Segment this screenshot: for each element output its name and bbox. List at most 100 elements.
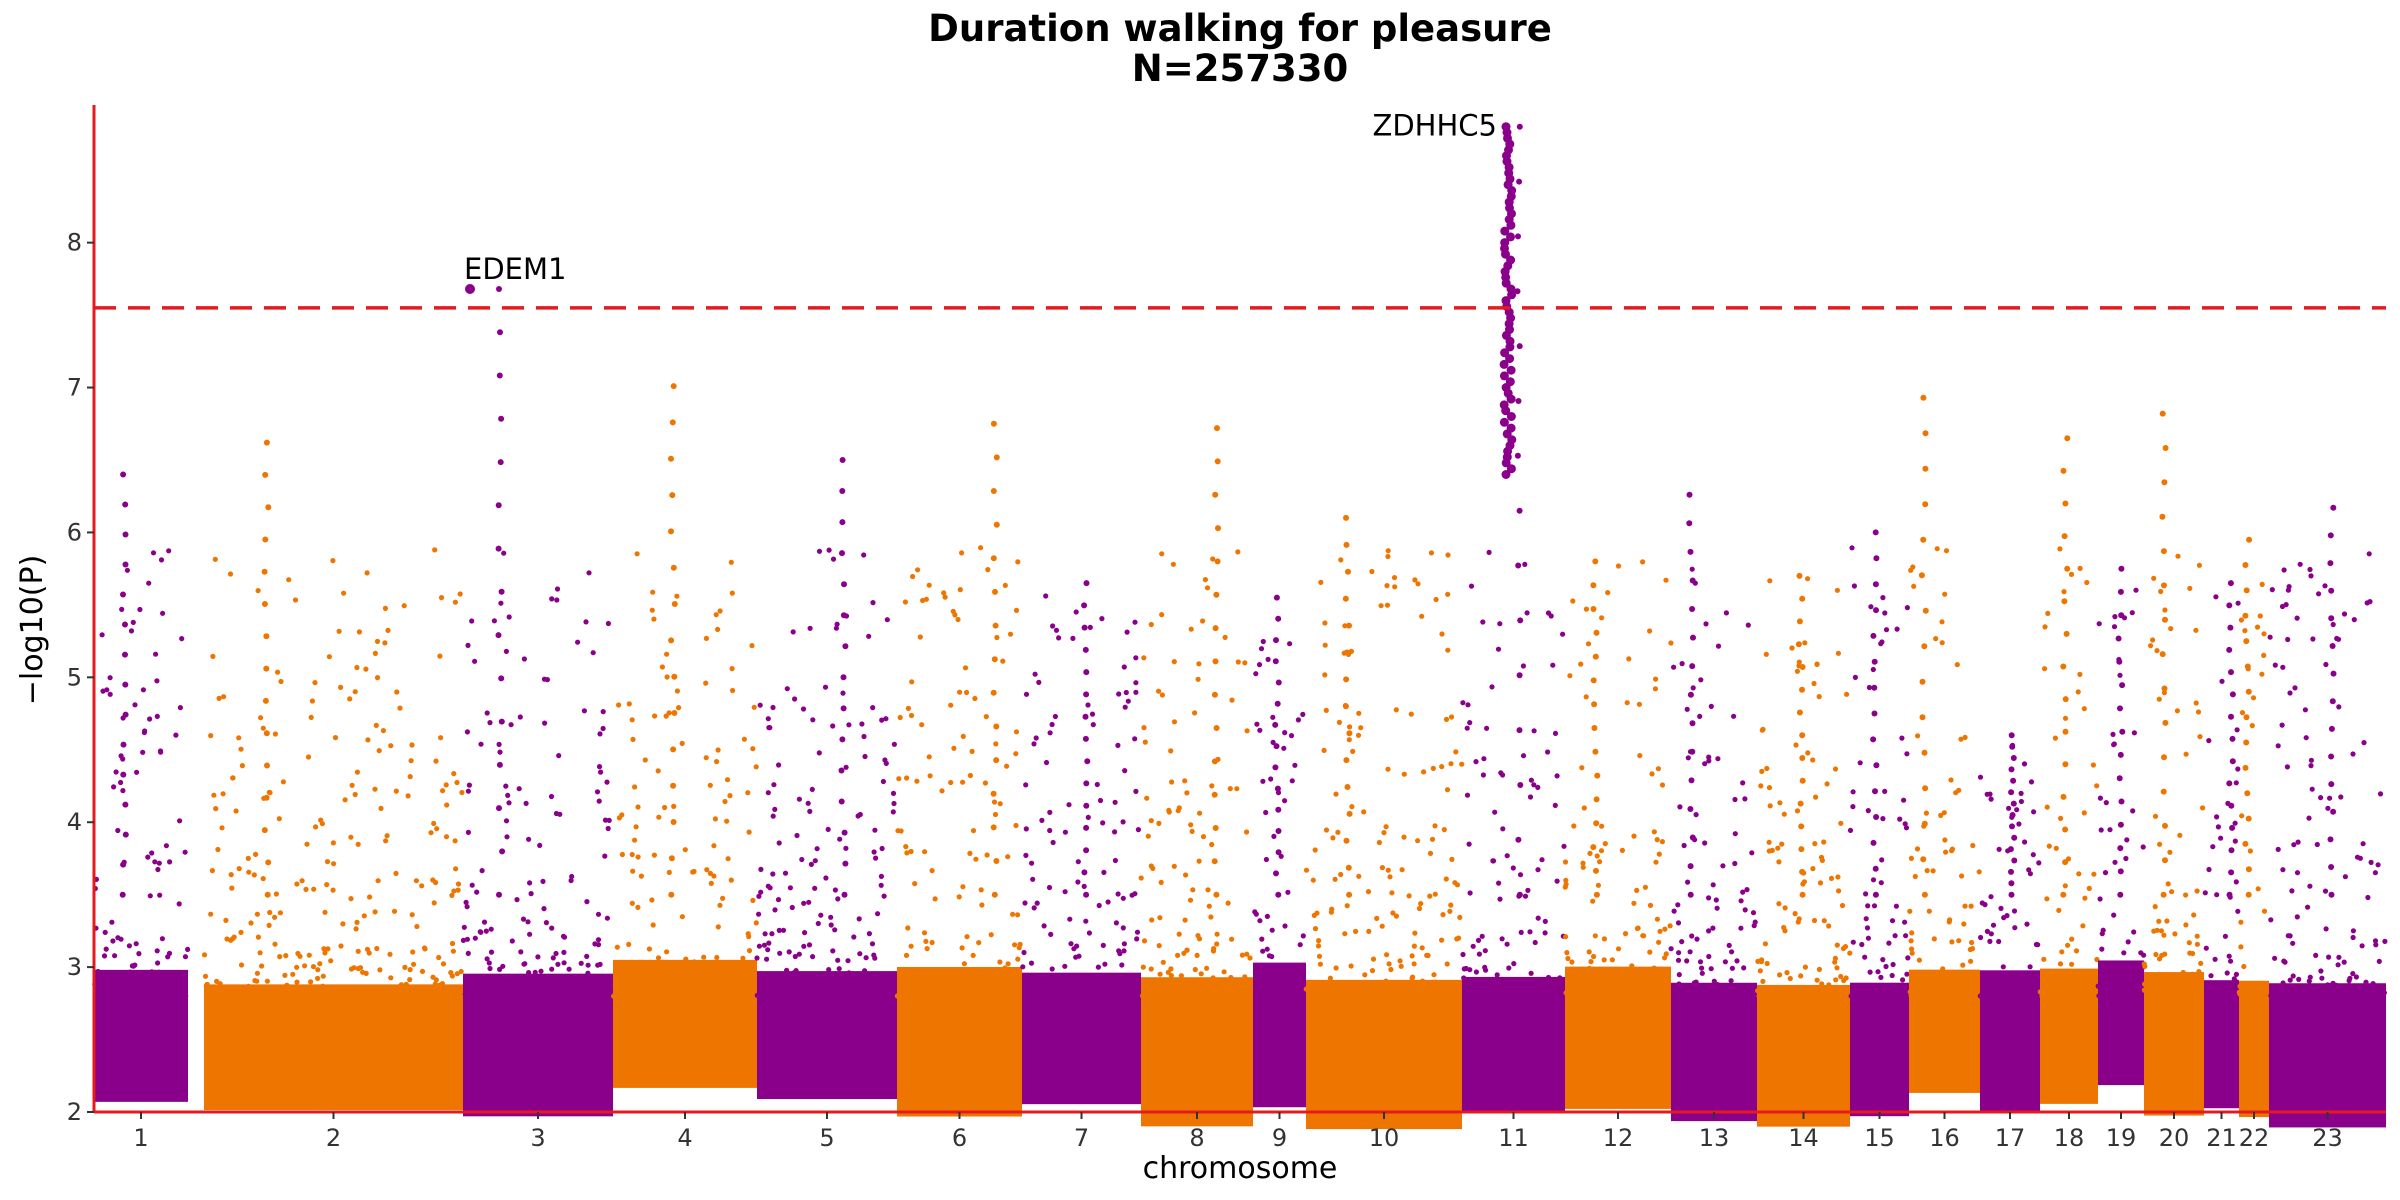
- snp-point: [146, 982, 153, 988]
- snp-point: [1801, 879, 1807, 885]
- snp-point: [1073, 609, 1079, 615]
- snp-point: [1275, 806, 1282, 813]
- snp-point: [736, 960, 742, 967]
- snp-point: [1987, 938, 1993, 945]
- snp-point: [777, 950, 783, 956]
- snp-point: [2123, 855, 2129, 862]
- snp-point: [1826, 923, 1832, 929]
- snp-point: [715, 747, 721, 753]
- snp-point: [841, 581, 847, 588]
- snp-point: [1409, 953, 1415, 959]
- snp-point: [1922, 607, 1929, 614]
- snp-point: [1138, 875, 1144, 881]
- snp-point: [1198, 971, 1204, 977]
- snp-point: [573, 985, 579, 991]
- snp-point: [1715, 756, 1721, 762]
- x-tick-label: 13: [1699, 1124, 1730, 1152]
- snp-point: [221, 986, 227, 992]
- snp-point: [1084, 758, 1091, 765]
- snp-point: [1821, 839, 1827, 845]
- snp-point: [781, 983, 788, 990]
- snp-point: [379, 993, 385, 999]
- snp-point: [1473, 969, 1479, 975]
- snp-point: [1307, 982, 1313, 988]
- snp-point: [1211, 791, 1218, 798]
- snp-point: [113, 769, 119, 775]
- snp-point: [845, 958, 851, 964]
- snp-point: [232, 992, 238, 998]
- snp-point: [903, 952, 910, 959]
- snp-point: [205, 993, 211, 999]
- snp-point: [537, 842, 543, 849]
- snp-point: [2189, 971, 2195, 977]
- snp-point: [1685, 993, 1691, 999]
- snp-point: [753, 764, 759, 770]
- snp-point: [1802, 964, 1808, 970]
- snp-point: [1742, 796, 1748, 802]
- snp-point: [1274, 785, 1281, 792]
- snp-point: [1433, 596, 1439, 603]
- snp-point: [1649, 771, 1655, 777]
- snp-point: [1275, 993, 1281, 999]
- snp-point: [1799, 891, 1806, 898]
- snp-point: [1213, 725, 1220, 731]
- snp-point: [1017, 984, 1023, 990]
- snp-point: [1212, 491, 1219, 498]
- snp-point: [569, 993, 575, 999]
- snp-point: [1781, 811, 1787, 817]
- snp-point: [1062, 987, 1069, 993]
- snp-point: [895, 828, 901, 834]
- snp-point: [784, 967, 790, 974]
- snp-point: [390, 993, 396, 999]
- snp-point: [2062, 715, 2069, 721]
- snp-point: [1925, 993, 1931, 999]
- snp-point: [229, 885, 235, 891]
- snp-point: [201, 952, 208, 958]
- snp-point: [1239, 993, 1245, 999]
- snp-point: [870, 705, 876, 711]
- snp-point: [1445, 552, 1451, 558]
- snp-point: [1668, 640, 1674, 646]
- snp-point: [2203, 945, 2209, 951]
- snp-point: [1187, 897, 1194, 903]
- snp-point: [990, 790, 997, 797]
- snp-point: [111, 784, 117, 790]
- snp-point: [1181, 950, 1187, 956]
- snp-point: [776, 927, 782, 934]
- snp-point: [769, 931, 775, 937]
- snp-point: [1474, 982, 1480, 989]
- snp-point: [308, 979, 314, 985]
- snp-point: [102, 929, 108, 936]
- chromosome-9-points: [1252, 594, 1309, 1108]
- snp-point: [330, 558, 336, 564]
- snp-point: [2061, 589, 2067, 595]
- snp-point: [430, 974, 436, 980]
- snp-point: [757, 984, 763, 990]
- snp-point: [495, 632, 502, 639]
- snp-point: [1411, 943, 1417, 949]
- snp-point: [697, 977, 703, 984]
- snp-point: [939, 788, 945, 794]
- snp-point: [498, 588, 505, 595]
- snp-point: [279, 992, 285, 998]
- snp-point: [272, 941, 278, 947]
- snp-point: [320, 973, 326, 979]
- snp-point: [348, 834, 354, 840]
- snp-point: [1312, 993, 1318, 999]
- snp-point: [292, 597, 299, 603]
- snp-point: [1653, 676, 1659, 682]
- snp-point: [762, 931, 768, 937]
- snp-point: [915, 976, 921, 982]
- snp-point: [1254, 721, 1260, 727]
- snp-point: [286, 993, 292, 999]
- snp-point: [590, 650, 596, 656]
- snp-point: [1013, 607, 1020, 614]
- snp-point: [1380, 987, 1387, 994]
- snp-point: [2307, 883, 2313, 889]
- snp-point: [638, 873, 645, 879]
- snp-point: [2323, 926, 2329, 932]
- snp-point: [465, 829, 471, 836]
- snp-point: [2372, 870, 2378, 876]
- snp-point: [637, 993, 643, 999]
- snp-point: [2232, 820, 2238, 826]
